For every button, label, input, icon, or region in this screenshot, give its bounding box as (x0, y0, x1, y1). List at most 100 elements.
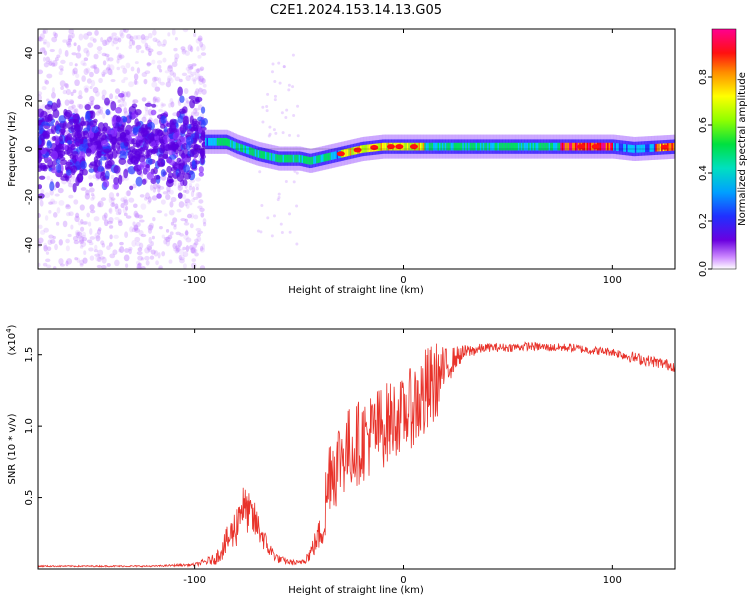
noise-dot (100, 197, 107, 202)
noise-dot (77, 103, 82, 108)
noise-dot (172, 217, 178, 223)
ridge-core (498, 142, 502, 151)
band-dot (115, 106, 122, 114)
noise-dot (194, 68, 200, 74)
noise-dot (169, 189, 174, 195)
ridge-core (507, 142, 511, 151)
colorbar: 0.0 0.2 0.4 0.6 0.8 Normalized spectral ampl… (698, 28, 748, 277)
band-dot (56, 98, 61, 108)
noise-dot (296, 134, 300, 138)
ridge-core (405, 142, 408, 151)
noise-dot (88, 242, 94, 246)
noise-dot (171, 29, 176, 36)
band-dot (199, 147, 206, 157)
band-dot (58, 135, 63, 142)
noise-dot (144, 70, 151, 75)
noise-dot (199, 247, 205, 253)
ridge-core (361, 145, 365, 153)
noise-dot (179, 78, 183, 83)
noise-dot (191, 77, 198, 82)
noise-dot (184, 230, 189, 236)
noise-dot (80, 218, 84, 225)
ridge-core (319, 154, 322, 163)
ridge-core (440, 142, 444, 151)
noise-dot (154, 86, 161, 92)
noise-dot (79, 204, 85, 211)
ridge-core (288, 154, 292, 163)
ridge-core (601, 142, 604, 151)
noise-dot (101, 265, 107, 269)
colorbar-tick-label: 0.8 (698, 69, 709, 85)
noise-dot (281, 131, 285, 135)
ridge-core (408, 142, 411, 151)
noise-dot (54, 57, 59, 62)
ridge-core (649, 144, 653, 152)
noise-dot (69, 178, 75, 183)
noise-dot (39, 47, 46, 54)
noise-dot (88, 247, 94, 252)
noise-dot (116, 54, 123, 61)
noise-dot (106, 245, 111, 251)
noise-dot (150, 240, 154, 247)
ridge-core (542, 142, 546, 151)
band-dot (190, 126, 196, 132)
noise-dot (259, 230, 263, 234)
noise-dot (123, 196, 128, 204)
noise-dot (117, 99, 121, 103)
y-tick-label: -40 (24, 237, 35, 253)
noise-dot (117, 220, 123, 227)
ridge-core (267, 152, 271, 161)
band-dot (172, 132, 181, 140)
band-dot (183, 172, 192, 180)
ridge-core (620, 143, 623, 152)
noise-dot (132, 35, 139, 40)
noise-dot (93, 67, 100, 74)
band-dot (55, 163, 62, 174)
noise-dot (182, 251, 189, 258)
noise-dot (132, 99, 139, 104)
noise-dot (295, 171, 299, 175)
noise-dot (89, 204, 95, 211)
band-dot (135, 135, 144, 141)
noise-dot (195, 186, 199, 191)
noise-dot (51, 92, 56, 99)
noise-dot (285, 108, 289, 112)
ridge-core (275, 154, 278, 162)
snr-x-label: Height of straight line (km) (288, 585, 424, 596)
ridge-core (262, 151, 265, 159)
hot-spot (660, 144, 669, 150)
noise-dot (191, 63, 197, 67)
noise-dot (133, 225, 139, 231)
ridge-core (246, 146, 249, 154)
noise-dot (186, 100, 190, 104)
noise-dot (162, 191, 168, 195)
noise-dot (170, 221, 175, 226)
noise-dot (293, 169, 297, 173)
noise-dot (58, 200, 65, 206)
ridge-core (512, 142, 515, 151)
noise-dot (182, 29, 189, 33)
noise-dot (159, 81, 165, 86)
noise-dot (80, 60, 86, 66)
ridge-core (234, 141, 237, 150)
noise-dot (268, 125, 272, 129)
band-dot (72, 118, 80, 125)
noise-dot (201, 243, 205, 250)
band-dot (113, 165, 121, 174)
noise-dot (66, 38, 72, 44)
noise-dot (146, 244, 152, 251)
noise-dot (198, 87, 204, 93)
band-dot (191, 159, 196, 170)
ridge-core (365, 144, 369, 153)
band-dot (150, 109, 157, 116)
noise-dot (132, 39, 136, 46)
noise-dot (139, 194, 145, 198)
ridge-core (503, 142, 506, 151)
noise-dot (89, 71, 94, 78)
ridge-core (305, 156, 309, 165)
noise-dot (148, 222, 154, 229)
ridge-core (265, 151, 268, 160)
snr-y-ticks: 0.5 1.0 1.5 (24, 347, 42, 506)
noise-dot (128, 44, 133, 50)
ridge-core (529, 142, 533, 151)
